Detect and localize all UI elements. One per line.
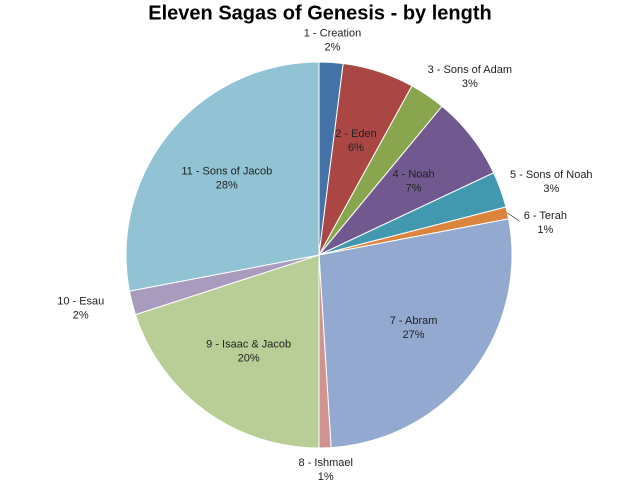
slice-value-label: 27% — [403, 329, 425, 341]
slice-label: 5 - Sons of Noah — [510, 169, 593, 181]
slice-label: 1 - Creation — [304, 27, 361, 39]
slice-label: 3 - Sons of Adam — [428, 64, 512, 76]
slice-label: 6 - Terah — [524, 210, 567, 222]
slice-value-label: 2% — [73, 309, 89, 321]
pie-slice — [318, 218, 513, 449]
slice-label: 9 - Isaac & Jacob — [206, 339, 291, 351]
slice-value-label: 3% — [462, 78, 478, 90]
slice-value-label: 28% — [216, 180, 238, 192]
slice-label: 11 - Sons of Jacob — [181, 166, 272, 178]
slice-value-label: 7% — [406, 183, 422, 195]
slice-value-label: 6% — [348, 142, 364, 154]
slice-value-label: 2% — [325, 41, 341, 53]
chart-title: Eleven Sagas of Genesis - by length — [148, 2, 491, 24]
slice-value-label: 1% — [318, 471, 334, 483]
leader-line — [507, 212, 520, 222]
slice-label: 8 - Ishmael — [299, 457, 353, 469]
slice-label: 2 - Eden — [335, 128, 377, 140]
slice-value-label: 1% — [537, 224, 553, 236]
pie-slice — [125, 61, 320, 292]
slice-value-label: 20% — [238, 353, 260, 365]
slice-label: 7 - Abram — [390, 315, 438, 327]
slice-label: 10 - Esau — [57, 295, 104, 307]
slice-value-label: 3% — [543, 183, 559, 195]
slice-label: 4 - Noah — [392, 169, 434, 181]
pie-slice — [134, 254, 320, 449]
